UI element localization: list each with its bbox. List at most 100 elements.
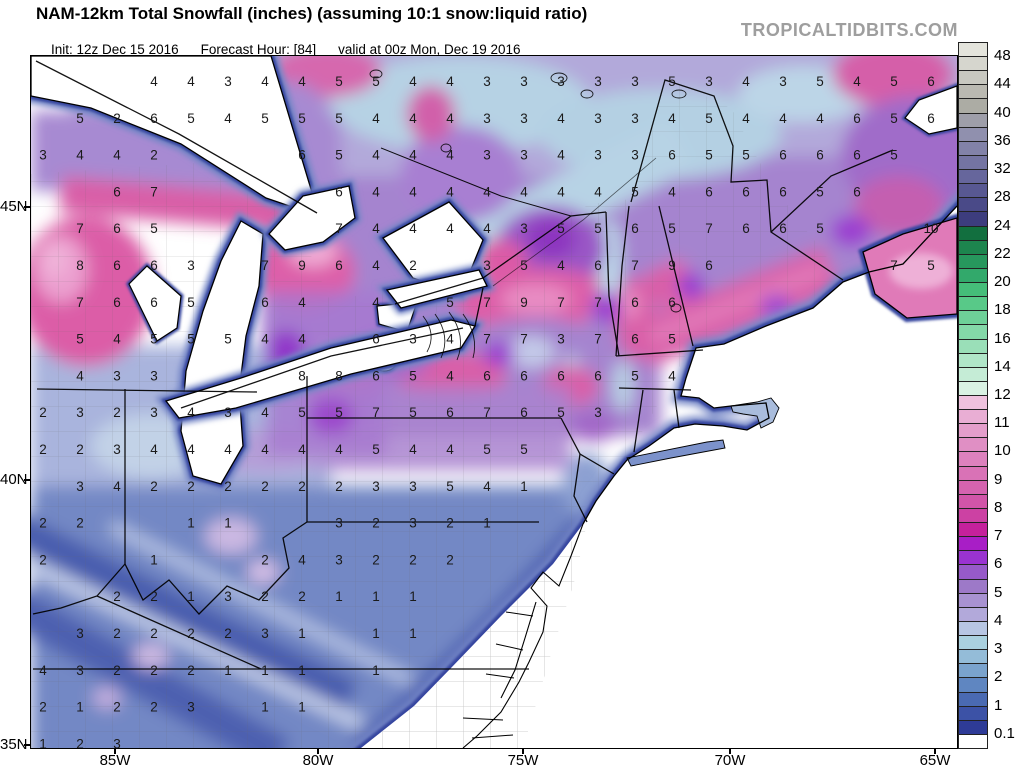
grid-value: 5 <box>520 258 528 273</box>
grid-value: 4 <box>187 405 195 420</box>
grid-value: 4 <box>446 74 454 89</box>
grid-value: 6 <box>113 295 121 310</box>
latitude-tick <box>24 744 31 746</box>
longitude-tick <box>729 748 731 754</box>
grid-value: 2 <box>39 516 47 531</box>
grid-value: 5 <box>705 148 713 163</box>
grid-value: 6 <box>853 111 861 126</box>
grid-value: 2 <box>113 700 121 715</box>
grid-value: 7 <box>335 221 343 236</box>
grid-value: 3 <box>520 111 528 126</box>
grid-value: 3 <box>261 626 269 641</box>
grid-value: 5 <box>705 111 713 126</box>
colorbar-cell <box>958 42 988 58</box>
grid-value: 5 <box>631 184 639 199</box>
colorbar-cell <box>958 225 988 241</box>
grid-value: 1 <box>372 663 380 678</box>
grid-value: 1 <box>224 663 232 678</box>
colorbar-label: 9 <box>994 470 1003 488</box>
grid-value: 5 <box>816 184 824 199</box>
grid-value: 5 <box>224 332 232 347</box>
colorbar-cell <box>958 112 988 128</box>
colorbar-cell <box>958 126 988 142</box>
grid-value: 3 <box>76 479 84 494</box>
longitude-tick <box>317 748 319 754</box>
grid-value: 4 <box>372 221 380 236</box>
grid-value: 5 <box>927 258 935 273</box>
colorbar-cell <box>958 296 988 312</box>
grid-value: 2 <box>39 442 47 457</box>
grid-value: 1 <box>150 552 158 567</box>
grid-value: 2 <box>335 479 343 494</box>
grid-value: 5 <box>76 332 84 347</box>
grid-value: 2 <box>446 516 454 531</box>
grid-value: 6 <box>150 295 158 310</box>
colorbar-label: 14 <box>994 357 1011 375</box>
grid-value: 4 <box>520 184 528 199</box>
grid-value: 7 <box>76 295 84 310</box>
longitude-label: 75W <box>507 752 539 769</box>
grid-value: 5 <box>409 405 417 420</box>
grid-value: 4 <box>113 479 121 494</box>
grid-value: 9 <box>520 295 528 310</box>
grid-value: 2 <box>113 663 121 678</box>
colorbar-cell <box>958 507 988 524</box>
grid-value: 2 <box>261 479 269 494</box>
forecast-map[interactable]: 4 4 3 4 4 5 5 4 4 3 3 3 3 3 5 3 4 3 5 4 5 6 5 2 6 5 4 5 5 5 4 4 4 3 3 4 3 3 4 5… <box>30 55 958 749</box>
grid-value: 1 <box>372 626 380 641</box>
colorbar-label: 40 <box>994 103 1011 121</box>
colorbar-label: 20 <box>994 273 1011 291</box>
colorbar-cell <box>958 267 988 284</box>
grid-value: 7 <box>890 258 898 273</box>
site-logo: TROPICALTIDBITS.COM <box>740 20 958 40</box>
grid-value: 5 <box>890 148 898 163</box>
grid-value: 6 <box>150 258 158 273</box>
grid-value: 4 <box>298 295 306 310</box>
grid-value: 4 <box>779 111 787 126</box>
grid-value: 1 <box>76 700 84 715</box>
grid-value: 5 <box>594 221 602 236</box>
grid-value: 3 <box>113 442 121 457</box>
grid-value: 1 <box>39 736 47 748</box>
grid-value: 3 <box>187 258 195 273</box>
grid-value: 5 <box>261 111 269 126</box>
grid-value: 4 <box>409 148 417 163</box>
contour-lines <box>369 69 687 361</box>
colorbar-cell <box>958 211 988 227</box>
grid-value: 5 <box>187 111 195 126</box>
longitude-tick <box>114 748 116 754</box>
grid-value: 3 <box>187 700 195 715</box>
grid-value: 1 <box>483 516 491 531</box>
grid-value: 4 <box>261 442 269 457</box>
grid-value: 5 <box>816 221 824 236</box>
grid-value: 5 <box>557 405 565 420</box>
grid-value: 2 <box>298 589 306 604</box>
colorbar-cell <box>958 536 988 552</box>
grid-value: 3 <box>150 368 158 383</box>
grid-value: 5 <box>335 74 343 89</box>
colorbar: 0.1 1 2 3 4 5 6 7 8 9 10 11 12 14 16 18 20 22 24 28 32 36 40 44… <box>958 42 1022 749</box>
latitude-tick <box>24 479 31 481</box>
grid-value: 4 <box>557 148 565 163</box>
grid-value: 7 <box>150 184 158 199</box>
grid-value: 2 <box>409 552 417 567</box>
grid-value: 3 <box>224 74 232 89</box>
grid-value: 4 <box>594 184 602 199</box>
grid-value: 4 <box>557 258 565 273</box>
grid-value: 2 <box>113 589 121 604</box>
grid-value: 4 <box>409 442 417 457</box>
grid-value: 4 <box>483 184 491 199</box>
grid-value: 5 <box>816 74 824 89</box>
grid-value: 5 <box>520 442 528 457</box>
latitude-label: 40N <box>0 471 28 488</box>
colorbar-cell <box>958 705 988 721</box>
grid-value: 3 <box>113 736 121 748</box>
colorbar-cell <box>958 691 988 707</box>
grid-value: 5 <box>668 74 676 89</box>
grid-value: 3 <box>594 148 602 163</box>
colorbar-label: 2 <box>994 668 1003 686</box>
grid-value: 3 <box>224 405 232 420</box>
colorbar-cell <box>958 522 988 538</box>
colorbar-cell <box>958 733 988 749</box>
grid-value: 7 <box>520 332 528 347</box>
